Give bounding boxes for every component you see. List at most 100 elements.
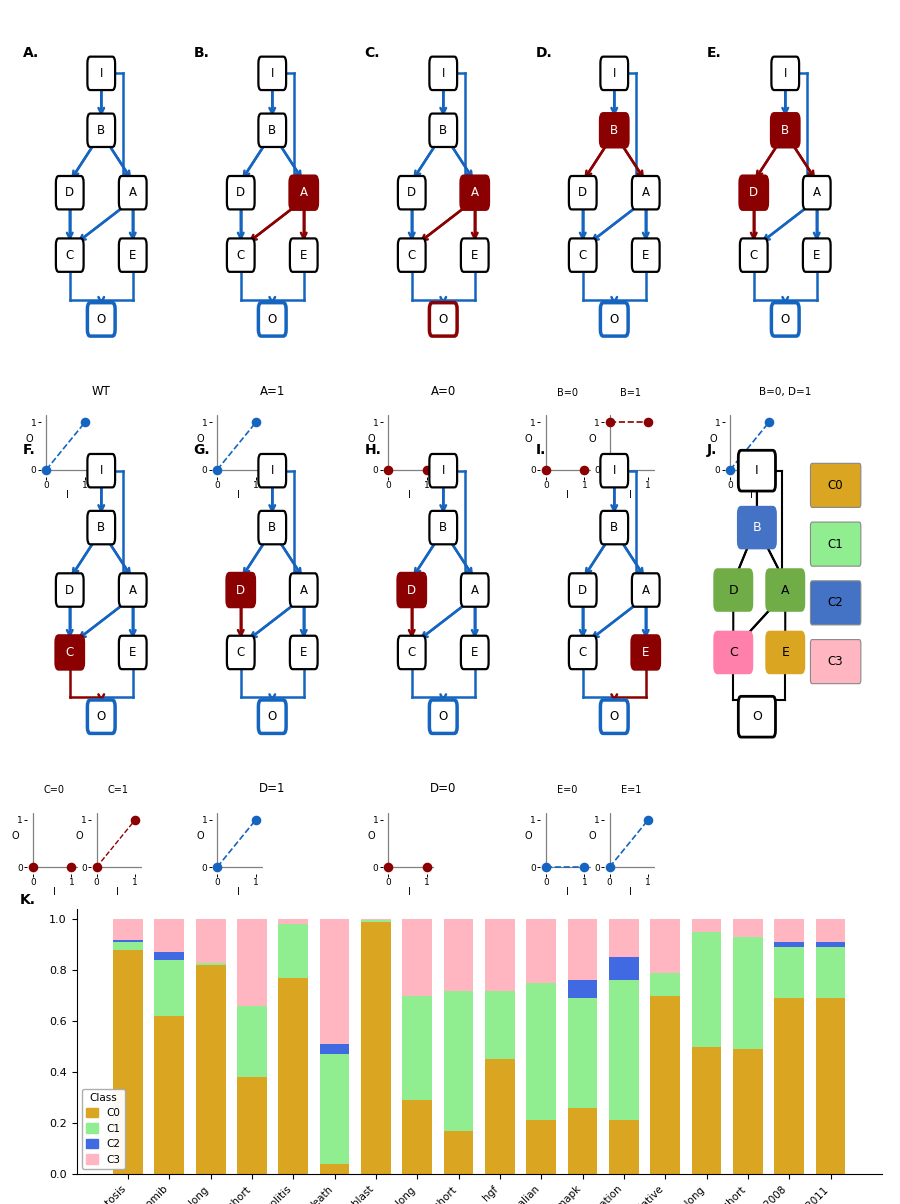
Bar bbox=[815, 948, 845, 998]
X-axis label: I: I bbox=[116, 887, 120, 897]
FancyBboxPatch shape bbox=[632, 636, 660, 669]
X-axis label: I: I bbox=[629, 490, 633, 500]
Bar bbox=[444, 991, 473, 1131]
Bar bbox=[815, 942, 845, 948]
FancyBboxPatch shape bbox=[119, 176, 147, 209]
Text: I: I bbox=[613, 465, 616, 477]
Point bbox=[419, 460, 434, 479]
FancyBboxPatch shape bbox=[461, 636, 489, 669]
Bar bbox=[815, 998, 845, 1174]
Text: E: E bbox=[642, 249, 650, 261]
Bar bbox=[733, 937, 762, 1049]
Text: E: E bbox=[471, 647, 479, 659]
Point bbox=[381, 460, 395, 479]
X-axis label: I: I bbox=[237, 490, 240, 500]
FancyBboxPatch shape bbox=[600, 57, 628, 90]
Text: A: A bbox=[300, 584, 308, 596]
Y-axis label: O: O bbox=[196, 831, 204, 840]
Text: D: D bbox=[65, 584, 75, 596]
Text: E=1: E=1 bbox=[621, 785, 641, 796]
Text: O: O bbox=[96, 313, 106, 326]
Text: D=0: D=0 bbox=[430, 781, 456, 795]
Bar bbox=[113, 942, 143, 950]
Bar bbox=[733, 919, 762, 937]
Point bbox=[602, 413, 616, 432]
Text: C0: C0 bbox=[828, 479, 843, 492]
FancyBboxPatch shape bbox=[569, 238, 597, 272]
FancyBboxPatch shape bbox=[258, 700, 286, 733]
FancyBboxPatch shape bbox=[258, 454, 286, 488]
Text: I: I bbox=[442, 465, 445, 477]
FancyBboxPatch shape bbox=[811, 639, 860, 684]
Bar bbox=[196, 962, 226, 966]
Text: A.: A. bbox=[22, 46, 39, 60]
FancyBboxPatch shape bbox=[569, 573, 597, 607]
FancyBboxPatch shape bbox=[738, 450, 776, 491]
Text: C: C bbox=[579, 647, 587, 659]
Text: D: D bbox=[578, 187, 588, 199]
FancyBboxPatch shape bbox=[811, 580, 860, 625]
Bar bbox=[237, 919, 266, 1005]
Text: C=1: C=1 bbox=[107, 785, 129, 796]
X-axis label: I: I bbox=[237, 887, 240, 897]
Bar bbox=[651, 973, 680, 996]
FancyBboxPatch shape bbox=[290, 176, 318, 209]
Bar bbox=[278, 978, 308, 1174]
FancyBboxPatch shape bbox=[87, 57, 115, 90]
Point bbox=[210, 857, 224, 877]
Bar bbox=[444, 1131, 473, 1174]
Bar bbox=[113, 950, 143, 1174]
Bar bbox=[444, 919, 473, 991]
FancyBboxPatch shape bbox=[811, 464, 860, 507]
Y-axis label: O: O bbox=[367, 433, 375, 443]
Point bbox=[128, 810, 142, 830]
Y-axis label: O: O bbox=[367, 831, 375, 840]
Text: D: D bbox=[407, 584, 417, 596]
Text: E: E bbox=[129, 249, 137, 261]
Point bbox=[641, 413, 655, 432]
FancyBboxPatch shape bbox=[715, 632, 752, 673]
Bar bbox=[155, 960, 184, 1016]
FancyBboxPatch shape bbox=[811, 523, 860, 566]
FancyBboxPatch shape bbox=[258, 57, 286, 90]
FancyBboxPatch shape bbox=[258, 510, 286, 544]
Bar bbox=[774, 919, 804, 942]
Bar bbox=[155, 952, 184, 960]
Text: I: I bbox=[271, 67, 274, 79]
Bar bbox=[361, 921, 391, 922]
Bar bbox=[237, 1005, 266, 1078]
Text: A: A bbox=[813, 187, 821, 199]
Text: I: I bbox=[613, 67, 616, 79]
FancyBboxPatch shape bbox=[290, 238, 318, 272]
Text: C3: C3 bbox=[828, 655, 843, 668]
Text: A: A bbox=[781, 584, 789, 596]
FancyBboxPatch shape bbox=[429, 302, 457, 336]
Text: B: B bbox=[439, 521, 447, 535]
FancyBboxPatch shape bbox=[600, 510, 628, 544]
Text: H.: H. bbox=[364, 443, 382, 458]
Bar bbox=[485, 991, 515, 1060]
Text: O: O bbox=[438, 710, 448, 724]
Bar bbox=[609, 957, 639, 980]
Text: C: C bbox=[729, 647, 738, 659]
Y-axis label: O: O bbox=[589, 433, 597, 443]
Text: B: B bbox=[781, 124, 789, 137]
FancyBboxPatch shape bbox=[803, 238, 831, 272]
Text: E: E bbox=[642, 647, 650, 659]
FancyBboxPatch shape bbox=[632, 176, 660, 209]
Bar bbox=[692, 919, 722, 932]
Bar bbox=[568, 1108, 598, 1174]
FancyBboxPatch shape bbox=[87, 510, 115, 544]
Text: B: B bbox=[268, 124, 276, 137]
Text: J.: J. bbox=[706, 443, 717, 458]
Bar bbox=[361, 919, 391, 921]
Bar bbox=[402, 996, 432, 1100]
FancyBboxPatch shape bbox=[429, 57, 457, 90]
Text: O: O bbox=[267, 313, 277, 326]
FancyBboxPatch shape bbox=[398, 238, 426, 272]
Text: A: A bbox=[471, 187, 479, 199]
Text: C: C bbox=[408, 647, 416, 659]
Point bbox=[538, 460, 553, 479]
Text: C: C bbox=[237, 647, 245, 659]
X-axis label: I: I bbox=[565, 887, 569, 897]
